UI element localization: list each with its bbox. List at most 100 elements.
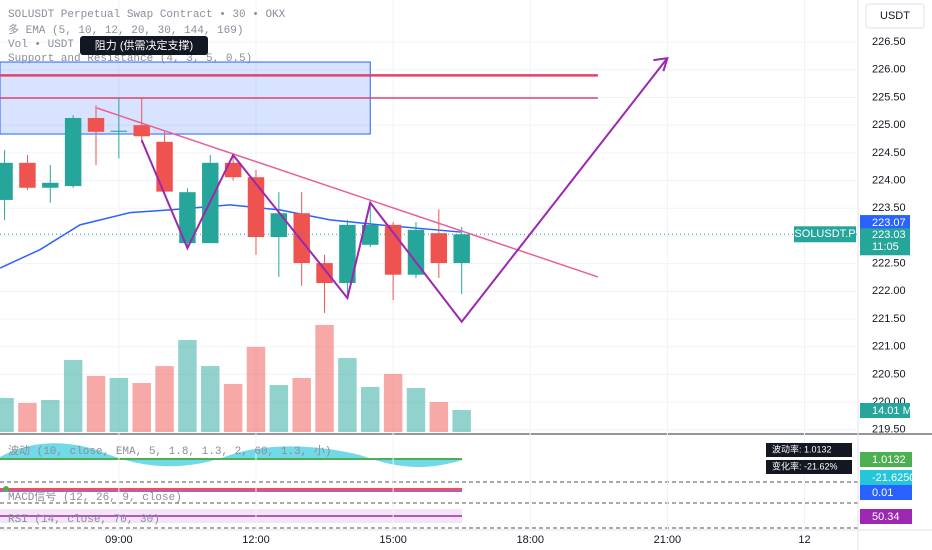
- volume-tag-label: 14.01 M: [872, 405, 912, 417]
- y-tick-label: 225.00: [872, 119, 906, 131]
- candle-body: [19, 162, 36, 188]
- candle-body: [156, 141, 173, 192]
- indicator-legend: MACD信号 (12, 26, 9, close): [8, 490, 182, 504]
- volume-bar: [383, 373, 403, 432]
- legend-line: 多 EMA (5, 10, 12, 20, 30, 144, 169): [8, 22, 243, 37]
- tooltip: 阻力 (供需决定支撑): [95, 38, 193, 52]
- indicator-tag: [860, 470, 912, 485]
- volume-bar: [452, 410, 471, 432]
- indicator-tag-label: -21.6250: [872, 472, 915, 484]
- candle-body: [407, 229, 425, 275]
- indicator-legend: 波动 (10, close, EMA, 5, 1.8, 1.3, 2, 60, …: [8, 444, 331, 458]
- x-tick-label: 12: [798, 534, 810, 546]
- candle-body: [430, 233, 448, 264]
- indicator-tag-label: 0.01: [872, 487, 893, 499]
- candle-body: [453, 234, 470, 264]
- candle-body: [87, 117, 105, 132]
- note: 变化率: -21.62%: [772, 460, 838, 471]
- volume-bar: [109, 377, 129, 432]
- indicator-tag-label: 50.34: [872, 511, 900, 523]
- volume-bar: [201, 366, 220, 432]
- currency-label[interactable]: USDT: [880, 10, 910, 22]
- x-tick-label: 12:00: [242, 534, 270, 546]
- volume-bar: [0, 397, 14, 432]
- candle-body: [270, 213, 288, 238]
- ema-line: [0, 204, 461, 269]
- y-tick-label: 221.50: [872, 313, 906, 325]
- overlay: SOLUSDT Perpetual Swap Contract • 30 • O…: [8, 3, 925, 526]
- volume-bar: [18, 402, 37, 432]
- plot: 219.50220.00220.50221.00221.50222.00222.…: [0, 0, 906, 546]
- x-tick-label: 09:00: [105, 534, 133, 546]
- tooltip-box: [80, 36, 208, 55]
- volume-bar: [315, 324, 334, 432]
- x-tick-label: 21:00: [654, 534, 682, 546]
- volume-bar: [41, 399, 60, 432]
- candle-body: [293, 213, 310, 264]
- countdown: 11:05: [872, 241, 899, 253]
- symbol-label: SOLUSDT.P: [794, 228, 855, 240]
- trend-line: [96, 107, 599, 278]
- volume-bar: [86, 375, 106, 432]
- legend-line: Vol • USDT: [8, 39, 74, 51]
- candle-body: [64, 117, 82, 187]
- price-tag: [860, 228, 910, 256]
- indicator-tag: [860, 452, 912, 467]
- y-tick-label: 221.00: [872, 341, 906, 353]
- volume-bar: [63, 359, 83, 432]
- candle-body: [247, 177, 265, 238]
- indicator-tag-label: 1.0132: [872, 454, 906, 466]
- volume-tag: [860, 403, 910, 419]
- candle-body: [316, 263, 333, 284]
- volume-bar: [155, 366, 174, 432]
- candle-body: [179, 192, 196, 244]
- y-tick-label: 219.50: [872, 424, 906, 436]
- note: 波动率: 1.0132: [772, 443, 832, 454]
- indicator-tag: [860, 485, 912, 500]
- volume-bar: [178, 339, 197, 432]
- indicator-tag: [860, 509, 912, 524]
- y-tick-label: 226.00: [872, 64, 906, 76]
- arrow-head: [653, 56, 669, 72]
- volume-bar: [292, 377, 311, 432]
- candle-body: [339, 224, 356, 284]
- candle-body: [110, 130, 128, 132]
- candle-body: [133, 125, 150, 137]
- y-tick-label: 220.50: [872, 368, 906, 380]
- ema-tag: [860, 215, 910, 231]
- volume-bar: [361, 386, 380, 432]
- y-tick-label: 226.50: [872, 36, 906, 48]
- volume-bar: [406, 388, 426, 432]
- volume-bar: [223, 383, 243, 432]
- y-tick-label: 222.50: [872, 258, 906, 270]
- note-box: [766, 443, 852, 457]
- oscillator-area: [0, 443, 462, 467]
- volume-bar: [246, 346, 266, 432]
- y-tick-label: 224.00: [872, 174, 906, 186]
- chart-title: SOLUSDT Perpetual Swap Contract • 30 • O…: [8, 9, 286, 21]
- currency-button[interactable]: [865, 3, 925, 29]
- y-tick-label: 225.50: [872, 91, 906, 103]
- volume-bar: [338, 358, 357, 432]
- x-tick-label: 18:00: [516, 534, 544, 546]
- symbol-tag: [794, 226, 856, 243]
- legend-line: Support and Resistance (4, 3, 5, 0.5): [8, 53, 252, 65]
- candle-body: [362, 224, 379, 245]
- candle-body: [224, 162, 242, 178]
- projection-line: [140, 57, 669, 324]
- y-tick-label: 222.00: [872, 285, 906, 297]
- ema-tag-label: 223.07: [872, 217, 906, 229]
- y-tick-label: 223.50: [872, 202, 906, 214]
- volume-bar: [269, 385, 289, 432]
- x-tick-label: 15:00: [379, 534, 407, 546]
- candle-body: [0, 162, 13, 200]
- indicator-legend: RSI (14, close, 70, 30): [8, 514, 160, 526]
- price-tag-label: 223.03: [872, 229, 906, 241]
- volume-bar: [429, 402, 449, 432]
- volume-bar: [132, 383, 151, 432]
- macd-dot: [3, 486, 9, 492]
- y-tick-label: 224.50: [872, 147, 906, 159]
- note-box: [766, 460, 852, 474]
